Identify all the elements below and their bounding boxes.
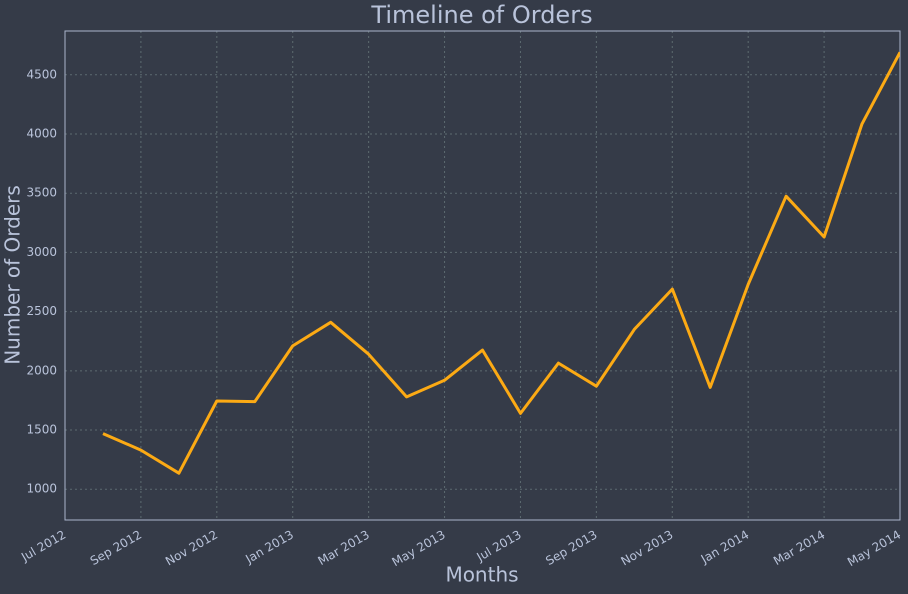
y-axis-label: Number of Orders bbox=[1, 185, 25, 365]
chart-title: Timeline of Orders bbox=[370, 1, 592, 29]
y-tick-label: 4000 bbox=[26, 127, 57, 141]
y-tick-label: 1000 bbox=[26, 482, 57, 496]
y-tick-label: 2500 bbox=[26, 304, 57, 318]
y-tick-label: 3000 bbox=[26, 245, 57, 259]
plot-frame bbox=[64, 30, 901, 521]
y-tick-label: 1500 bbox=[26, 423, 57, 437]
y-tick-label: 2000 bbox=[26, 363, 57, 377]
y-tick-label: 4500 bbox=[26, 67, 57, 81]
x-axis-label: Months bbox=[445, 563, 518, 587]
y-tick-label: 3500 bbox=[26, 186, 57, 200]
line bbox=[102, 51, 900, 475]
